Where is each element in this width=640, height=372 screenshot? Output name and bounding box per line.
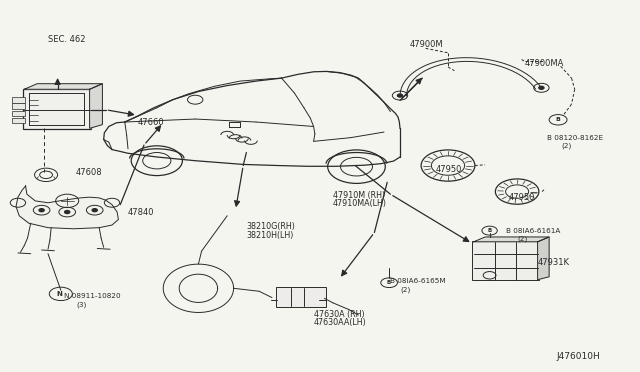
- Circle shape: [92, 209, 97, 212]
- Text: (2): (2): [561, 143, 572, 150]
- FancyBboxPatch shape: [12, 111, 25, 116]
- Polygon shape: [90, 84, 102, 128]
- Text: (2): (2): [517, 236, 527, 243]
- Circle shape: [65, 211, 70, 214]
- FancyBboxPatch shape: [12, 97, 25, 103]
- FancyBboxPatch shape: [23, 89, 91, 129]
- Text: 47931K: 47931K: [538, 258, 570, 267]
- Text: B 08IA6-6161A: B 08IA6-6161A: [506, 228, 560, 234]
- Text: 47900MA: 47900MA: [525, 59, 564, 68]
- Text: 38210G(RH): 38210G(RH): [246, 222, 295, 231]
- Text: 47950: 47950: [509, 193, 535, 202]
- Text: B: B: [556, 117, 561, 122]
- Text: SEC. 462: SEC. 462: [48, 35, 86, 44]
- Text: (2): (2): [401, 286, 411, 293]
- Text: 47950: 47950: [435, 165, 461, 174]
- Text: B 08IA6-6165M: B 08IA6-6165M: [390, 278, 446, 284]
- Circle shape: [397, 94, 403, 97]
- FancyBboxPatch shape: [12, 118, 25, 123]
- Text: B: B: [488, 228, 492, 233]
- Text: (3): (3): [77, 301, 87, 308]
- Text: 47630AA(LH): 47630AA(LH): [314, 318, 366, 327]
- Text: N: N: [56, 291, 62, 297]
- Text: 47630A (RH): 47630A (RH): [314, 310, 364, 319]
- Text: B 08120-8162E: B 08120-8162E: [547, 135, 604, 141]
- Text: 47910M (RH): 47910M (RH): [333, 191, 385, 200]
- FancyBboxPatch shape: [12, 103, 25, 109]
- Text: N 08911-10820: N 08911-10820: [64, 293, 120, 299]
- Text: 47900M: 47900M: [410, 40, 444, 49]
- Text: 38210H(LH): 38210H(LH): [246, 231, 294, 240]
- Text: 47608: 47608: [76, 169, 102, 177]
- Polygon shape: [16, 186, 118, 229]
- FancyBboxPatch shape: [276, 287, 326, 307]
- Polygon shape: [24, 84, 102, 89]
- Text: 47910MA(LH): 47910MA(LH): [333, 199, 387, 208]
- FancyBboxPatch shape: [472, 241, 539, 280]
- Text: J476010H: J476010H: [557, 352, 600, 361]
- Text: 47840: 47840: [128, 208, 154, 217]
- Polygon shape: [538, 237, 549, 280]
- Circle shape: [39, 209, 44, 212]
- Text: 47660: 47660: [138, 118, 164, 127]
- Circle shape: [539, 86, 544, 89]
- Text: B: B: [387, 280, 391, 285]
- Polygon shape: [474, 237, 549, 242]
- FancyBboxPatch shape: [89, 105, 99, 116]
